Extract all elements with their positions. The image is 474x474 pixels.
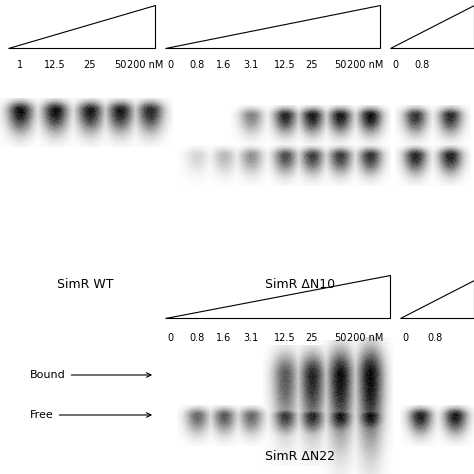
Text: 0: 0 — [402, 333, 408, 343]
Text: 0.8: 0.8 — [190, 333, 205, 343]
Polygon shape — [165, 275, 390, 318]
Text: 3.1: 3.1 — [243, 333, 259, 343]
Text: 50: 50 — [334, 333, 346, 343]
Text: 200 nM: 200 nM — [347, 333, 383, 343]
Text: 25: 25 — [84, 60, 96, 70]
Text: 0.8: 0.8 — [190, 60, 205, 70]
Text: 1.6: 1.6 — [216, 60, 232, 70]
Text: 12.5: 12.5 — [274, 60, 296, 70]
Text: Free: Free — [30, 410, 151, 420]
Polygon shape — [8, 5, 155, 48]
Text: SimR ΔN22: SimR ΔN22 — [265, 450, 335, 464]
Text: 1: 1 — [17, 60, 23, 70]
Text: SimR ΔN10: SimR ΔN10 — [265, 279, 335, 292]
Text: 200 nM: 200 nM — [347, 60, 383, 70]
Text: 0.8: 0.8 — [428, 333, 443, 343]
Text: 1.6: 1.6 — [216, 333, 232, 343]
Text: 12.5: 12.5 — [44, 60, 66, 70]
Text: 12.5: 12.5 — [274, 333, 296, 343]
Text: 0: 0 — [167, 60, 173, 70]
Text: 25: 25 — [306, 60, 318, 70]
Text: 0.8: 0.8 — [414, 60, 429, 70]
Text: Bound: Bound — [30, 370, 151, 380]
Text: 0: 0 — [167, 333, 173, 343]
Polygon shape — [400, 280, 474, 318]
Text: 25: 25 — [306, 333, 318, 343]
Polygon shape — [165, 5, 380, 48]
Polygon shape — [390, 5, 474, 48]
Text: 50: 50 — [114, 60, 126, 70]
Text: 200 nM: 200 nM — [127, 60, 163, 70]
Text: 50: 50 — [334, 60, 346, 70]
Text: 0: 0 — [392, 60, 398, 70]
Text: SimR WT: SimR WT — [57, 279, 113, 292]
Text: 3.1: 3.1 — [243, 60, 259, 70]
